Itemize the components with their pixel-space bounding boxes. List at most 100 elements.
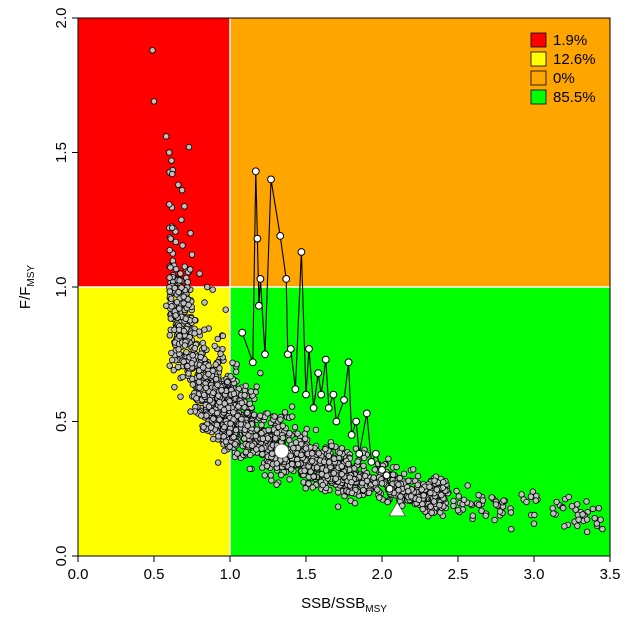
- y-tick-label: 2.0: [53, 8, 70, 29]
- cloud-point: [215, 392, 222, 399]
- cloud-point: [325, 452, 332, 460]
- cloud-point: [180, 293, 187, 300]
- cloud-point: [372, 479, 379, 487]
- cloud-point: [263, 462, 271, 470]
- cloud-point: [245, 432, 252, 439]
- cloud-point: [338, 471, 345, 478]
- quadrant-upper-left: [78, 18, 230, 287]
- highlight-markers: [274, 443, 406, 517]
- trajectory-point: [352, 417, 361, 426]
- cloud-point: [264, 410, 271, 417]
- cloud-point: [252, 432, 259, 440]
- cloud-point: [207, 424, 215, 431]
- cloud-point: [475, 491, 482, 499]
- reference-triangle-marker: [388, 501, 406, 517]
- cloud-point: [565, 493, 572, 501]
- trajectory-point: [297, 248, 306, 256]
- cloud-point: [226, 443, 233, 450]
- cloud-point: [185, 301, 192, 309]
- cloud-point: [362, 472, 369, 480]
- cloud-point: [530, 520, 538, 527]
- cloud-point: [418, 486, 425, 493]
- legend-swatch: [530, 32, 547, 48]
- cloud-point: [273, 429, 281, 437]
- cloud-point: [166, 274, 173, 281]
- cloud-point: [482, 512, 489, 519]
- cloud-point: [242, 382, 249, 390]
- cloud-point: [450, 497, 457, 505]
- cloud-point: [181, 203, 188, 210]
- cloud-point: [302, 445, 310, 452]
- cloud-point: [351, 500, 359, 507]
- cloud-point: [168, 157, 175, 164]
- trajectory-point: [305, 345, 313, 353]
- cloud-point: [479, 497, 487, 504]
- cloud-point: [396, 474, 403, 482]
- cloud-point: [197, 412, 205, 419]
- trajectory-point: [382, 471, 391, 480]
- cloud-point: [166, 246, 173, 254]
- cloud-point: [574, 501, 581, 508]
- cloud-point: [334, 503, 342, 510]
- cloud-point: [253, 446, 260, 453]
- cloud-point: [584, 528, 591, 535]
- cloud-point: [183, 349, 190, 356]
- cloud-point: [258, 430, 265, 437]
- trajectory-point: [276, 232, 285, 240]
- cloud-point: [395, 481, 402, 488]
- cloud-point: [595, 505, 602, 512]
- cloud-point: [168, 349, 175, 357]
- cloud-point: [359, 479, 366, 487]
- cloud-point: [414, 472, 422, 480]
- x-tick-label: 3.5: [600, 566, 621, 583]
- cloud-point: [348, 479, 355, 486]
- quadrant-lower-right: [230, 287, 610, 556]
- trajectory-point: [255, 301, 263, 310]
- cloud-point: [206, 397, 214, 404]
- cloud-point: [431, 477, 438, 484]
- cloud-point: [453, 487, 460, 495]
- cloud-point: [332, 475, 339, 482]
- cloud-point: [216, 399, 223, 406]
- cloud-point: [405, 488, 412, 495]
- cloud-point: [197, 353, 204, 361]
- cloud-point: [455, 493, 462, 500]
- trajectory-point: [332, 417, 341, 426]
- cloud-point: [440, 479, 447, 486]
- cloud-point: [591, 515, 598, 522]
- cloud-point: [178, 284, 185, 291]
- cloud-point: [214, 459, 222, 466]
- cloud-point: [488, 494, 495, 501]
- cloud-point: [345, 460, 352, 468]
- cloud-point: [286, 430, 293, 437]
- cloud-point: [597, 516, 604, 523]
- cloud-point: [400, 470, 408, 477]
- cloud-point: [338, 463, 345, 470]
- cloud-point: [322, 445, 329, 453]
- cloud-point: [287, 452, 294, 459]
- cloud-point: [222, 438, 230, 445]
- cloud-point: [378, 480, 386, 487]
- cloud-point: [527, 493, 535, 500]
- trajectory-point: [238, 328, 247, 337]
- trajectory-point: [385, 484, 394, 493]
- cloud-point: [171, 384, 178, 391]
- cloud-point: [259, 451, 266, 458]
- cloud-point: [222, 306, 229, 313]
- cloud-point: [248, 442, 256, 449]
- cloud-point: [507, 509, 515, 516]
- cloud-point: [178, 216, 185, 223]
- trajectory-point: [248, 358, 257, 367]
- legend: 1.9% 12.6% 0% 85.5%: [530, 32, 596, 106]
- cloud-point: [210, 415, 217, 422]
- quadrant-backgrounds: [78, 18, 610, 556]
- cloud-point: [419, 505, 426, 513]
- cloud-point: [433, 486, 440, 493]
- cloud-point: [191, 345, 199, 352]
- legend-label: 0%: [553, 70, 575, 87]
- cloud-point: [315, 450, 322, 457]
- cloud-point: [427, 503, 434, 510]
- cloud-point: [258, 421, 265, 429]
- cloud-point: [307, 468, 314, 475]
- cloud-point: [583, 516, 591, 523]
